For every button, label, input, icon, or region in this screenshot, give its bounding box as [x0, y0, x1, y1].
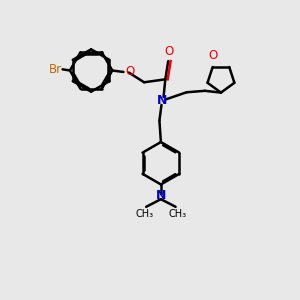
Text: N: N	[156, 189, 166, 202]
Text: CH₃: CH₃	[136, 209, 154, 219]
Text: CH₃: CH₃	[168, 209, 186, 219]
Text: Br: Br	[49, 62, 62, 76]
Text: O: O	[165, 44, 174, 58]
Text: O: O	[208, 49, 217, 62]
Text: N: N	[157, 94, 168, 107]
Text: O: O	[125, 65, 134, 79]
